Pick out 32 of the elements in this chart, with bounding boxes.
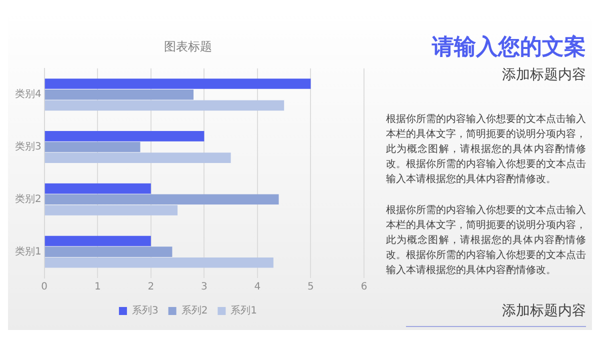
- text: 根据你所需的内容输入你想要的文本点击输入本栏的具体文字，简明扼要的说明分项内容，此为概念图解，请根据您的具体内容酌情修改。根据你所需的内容输入你想要的文本点击输入本请根据您的具体内容酌情修改。: [386, 204, 586, 278]
- bar: [44, 246, 172, 257]
- legend-label: 系列2: [181, 304, 208, 317]
- y-tick-label: 类别4: [14, 88, 42, 100]
- bar: [44, 78, 311, 89]
- x-tick-label: 1: [94, 282, 101, 293]
- x-tick-label: 0: [41, 282, 48, 293]
- chart-title: 图表标题: [164, 39, 212, 54]
- text: 添加标题内容: [501, 302, 586, 320]
- y-tick-label: 类别1: [14, 245, 42, 258]
- legend-label: 系列1: [230, 304, 258, 317]
- bar: [44, 236, 151, 246]
- bar: [44, 183, 151, 194]
- text: 请输入您的文案: [430, 34, 586, 62]
- text: 添加标题内容: [501, 66, 586, 84]
- bar: [44, 89, 194, 100]
- bar: [44, 205, 178, 216]
- y-tick-label: 类别3: [14, 140, 42, 153]
- text: 根据你所需的内容输入你想要的文本点击输入本栏的具体文字，简明扼要的说明分项内容，此为概念图解，请根据您的具体内容酌情修改。根据你所需的内容输入你想要的文本点击输入本请根据您的具体内容酌情修改。: [386, 112, 586, 187]
- bar: [44, 100, 284, 111]
- legend-label: 系列3: [132, 304, 158, 317]
- bar: [44, 152, 231, 163]
- bar: [44, 194, 279, 205]
- y-tick-label: 类别2: [14, 192, 42, 205]
- x-tick-label: 2: [148, 282, 154, 293]
- bar: [44, 257, 274, 268]
- x-tick-label: 6: [360, 282, 368, 293]
- bar: [44, 131, 204, 142]
- bar: [44, 142, 140, 152]
- x-tick-label: 3: [200, 282, 208, 293]
- x-tick-label: 4: [254, 282, 261, 293]
- x-tick-label: 5: [308, 282, 314, 293]
